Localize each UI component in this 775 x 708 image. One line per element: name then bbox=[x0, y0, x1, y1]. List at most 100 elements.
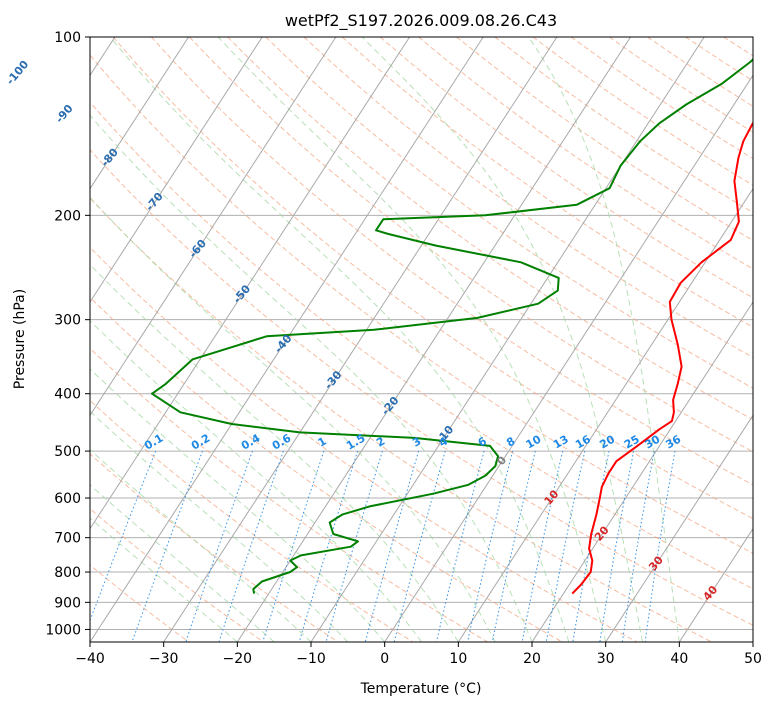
mixing-ratio-label: 0.6 bbox=[270, 431, 294, 452]
mixing-ratio-label: 10 bbox=[524, 432, 544, 451]
isotherm bbox=[752, 641, 753, 642]
temperature-profile-line bbox=[571, 121, 753, 595]
dry-adiabat bbox=[341, 37, 753, 328]
dry-adiabat bbox=[90, 296, 563, 642]
dry-adiabat bbox=[90, 149, 753, 626]
mixing-ratio-line bbox=[131, 450, 203, 642]
isotherm bbox=[384, 74, 753, 642]
moist-adiabat bbox=[90, 114, 533, 642]
isotherm bbox=[236, 37, 632, 642]
x-tick-label: 50 bbox=[744, 651, 762, 667]
dry-adiabat bbox=[762, 37, 775, 642]
isotherm bbox=[605, 414, 753, 642]
mixing-ratio-label: 8 bbox=[504, 435, 517, 450]
x-tick-label: −40 bbox=[75, 651, 105, 667]
x-axis-label: Temperature (°C) bbox=[360, 681, 482, 697]
dewpoint-profile-line bbox=[151, 57, 753, 594]
dry-adiabat bbox=[90, 197, 712, 642]
x-tick-label: −10 bbox=[296, 651, 326, 667]
isotherm bbox=[531, 301, 753, 642]
dry-adiabat bbox=[685, 37, 753, 82]
y-tick-label: 400 bbox=[54, 387, 81, 403]
dry-adiabat bbox=[90, 347, 488, 642]
isotherm bbox=[90, 37, 263, 303]
background-lines bbox=[90, 37, 775, 642]
mixing-ratio-line bbox=[644, 451, 676, 642]
dry-adiabat bbox=[379, 37, 753, 299]
mixing-ratio-line bbox=[545, 450, 586, 642]
mixing-ratio-label: 0.2 bbox=[189, 432, 212, 453]
isotherm-label: -70 bbox=[143, 190, 166, 214]
dry-adiabat bbox=[494, 37, 753, 214]
isotherm-label: -80 bbox=[98, 146, 121, 170]
y-tick-label: 1000 bbox=[45, 622, 81, 638]
moist-adiabat bbox=[528, 37, 680, 642]
dry-adiabat bbox=[265, 37, 753, 389]
isotherm-label: 40 bbox=[701, 583, 721, 603]
isotherm-label: -20 bbox=[379, 394, 402, 418]
x-tick-label: 40 bbox=[670, 651, 688, 667]
y-axis-label: Pressure (hPa) bbox=[12, 289, 28, 389]
mixing-ratio-line bbox=[325, 450, 383, 642]
mixing-ratio-label: 13 bbox=[551, 433, 571, 452]
x-axis-ticks: −40 −30 −20 −10 0 10 20 30 40 50 bbox=[75, 642, 762, 667]
y-tick-label: 800 bbox=[54, 565, 81, 581]
isotherm bbox=[90, 37, 411, 530]
y-tick-label: 100 bbox=[54, 30, 81, 46]
mixing-ratio-line bbox=[218, 450, 284, 642]
dry-adiabat bbox=[90, 54, 753, 554]
x-tick-label: −30 bbox=[149, 651, 179, 667]
moist-adiabat bbox=[90, 368, 386, 642]
moist-adiabat bbox=[90, 517, 238, 642]
y-axis-ticks: 100 200 300 400 500 600 700 800 900 1000 bbox=[45, 30, 90, 638]
dry-adiabat bbox=[90, 508, 264, 642]
mixing-ratio-line bbox=[467, 450, 514, 642]
isotherm bbox=[310, 37, 705, 642]
isotherm-label: -60 bbox=[186, 237, 209, 261]
mixing-ratio-label: 30 bbox=[643, 432, 663, 451]
x-tick-label: 0 bbox=[380, 651, 389, 667]
mixing-ratio-line bbox=[621, 451, 655, 642]
dry-adiabat bbox=[90, 246, 638, 642]
isotherm-label: -100 bbox=[4, 58, 32, 88]
y-tick-label: 300 bbox=[54, 313, 81, 329]
mixing-ratio-line bbox=[364, 450, 420, 642]
dry-adiabat bbox=[90, 453, 339, 642]
x-tick-label: 10 bbox=[449, 651, 467, 667]
moist-adiabat bbox=[90, 410, 349, 642]
x-tick-label: 30 bbox=[597, 651, 615, 667]
y-tick-label: 500 bbox=[54, 444, 81, 460]
mixing-ratio-line bbox=[521, 450, 564, 642]
isotherm bbox=[90, 37, 484, 642]
x-tick-label: 20 bbox=[523, 651, 541, 667]
mixing-ratio-label: 1 bbox=[316, 435, 329, 450]
y-tick-label: 200 bbox=[54, 208, 81, 224]
dry-adiabat bbox=[570, 37, 753, 160]
y-tick-label: 600 bbox=[54, 491, 81, 507]
dry-adiabat bbox=[227, 37, 753, 421]
isotherm bbox=[678, 527, 753, 642]
sounding-series bbox=[151, 57, 753, 595]
dry-adiabat bbox=[90, 564, 190, 642]
chart-title: wetPf2_S197.2026.009.08.26.C43 bbox=[285, 11, 557, 31]
moist-adiabat bbox=[90, 263, 459, 642]
dry-adiabat bbox=[303, 37, 753, 358]
y-tick-label: 700 bbox=[54, 531, 81, 547]
plot-frame bbox=[89, 36, 754, 643]
moist-adiabat bbox=[109, 37, 570, 642]
mixing-ratio-label: 0.4 bbox=[239, 431, 263, 452]
mixing-ratio-line bbox=[90, 450, 157, 622]
mixing-ratio-line bbox=[298, 450, 359, 642]
isotherm-label: -50 bbox=[230, 282, 253, 306]
isotherm bbox=[90, 37, 190, 190]
mixing-ratio-label: 25 bbox=[622, 433, 642, 452]
isotherm bbox=[163, 37, 558, 642]
moist-adiabat bbox=[361, 37, 643, 642]
y-tick-label: 900 bbox=[54, 595, 81, 611]
dry-adiabat bbox=[112, 37, 753, 520]
moist-adiabat bbox=[90, 320, 422, 642]
mixing-ratio-line bbox=[393, 450, 446, 642]
isotherm-label: -90 bbox=[53, 102, 76, 126]
moist-adiabat bbox=[90, 484, 275, 642]
